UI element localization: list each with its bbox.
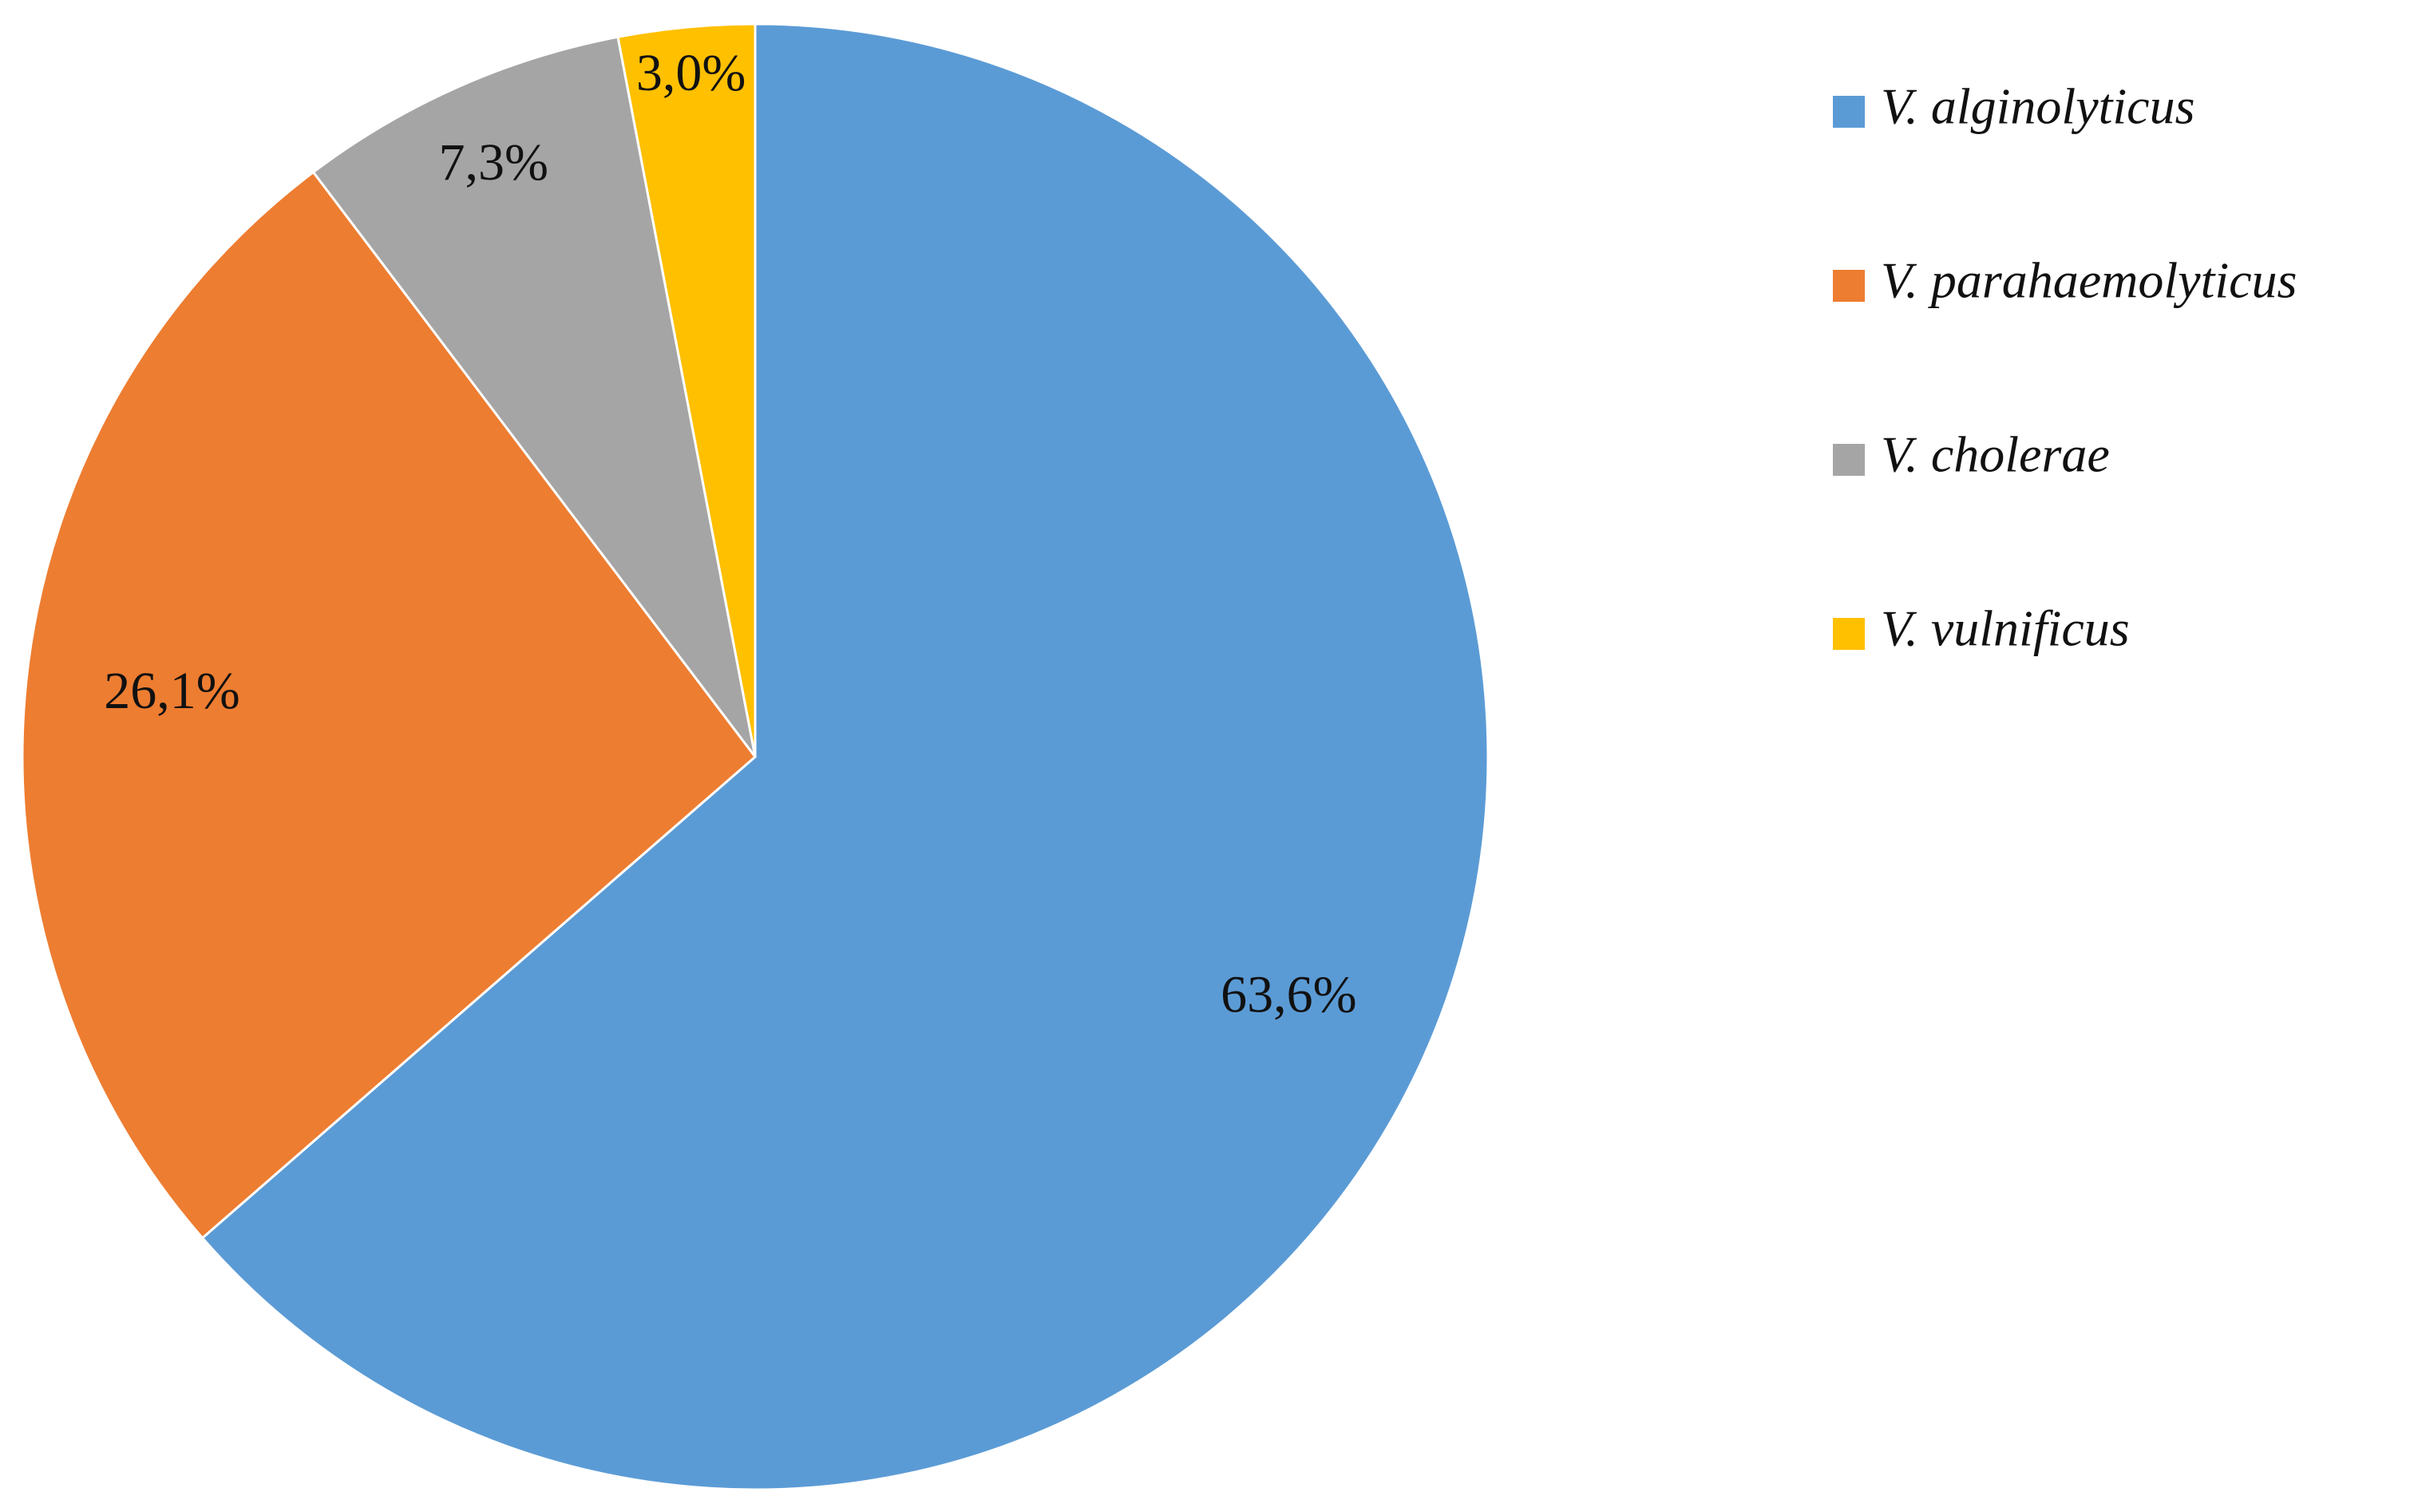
legend-label: V. alginolyticus xyxy=(1881,78,2194,135)
data-label: 3,0% xyxy=(636,44,746,102)
legend-label: V. cholerae xyxy=(1881,426,2110,483)
legend-swatch xyxy=(1833,618,1865,650)
data-label: 7,3% xyxy=(438,133,548,192)
legend-label: V. vulnificus xyxy=(1881,600,2130,657)
legend-swatch xyxy=(1833,444,1865,476)
data-label: 26,1% xyxy=(104,662,239,720)
pie-slice xyxy=(311,35,757,758)
pie-slice xyxy=(200,22,1490,1491)
data-label: 63,6% xyxy=(1221,965,1356,1023)
legend-swatch xyxy=(1833,270,1865,302)
pie-slice xyxy=(21,170,758,1240)
pie-slice xyxy=(616,22,757,758)
legend-label: V. parahaemolyticus xyxy=(1881,252,2297,309)
legend-swatch xyxy=(1833,96,1865,128)
